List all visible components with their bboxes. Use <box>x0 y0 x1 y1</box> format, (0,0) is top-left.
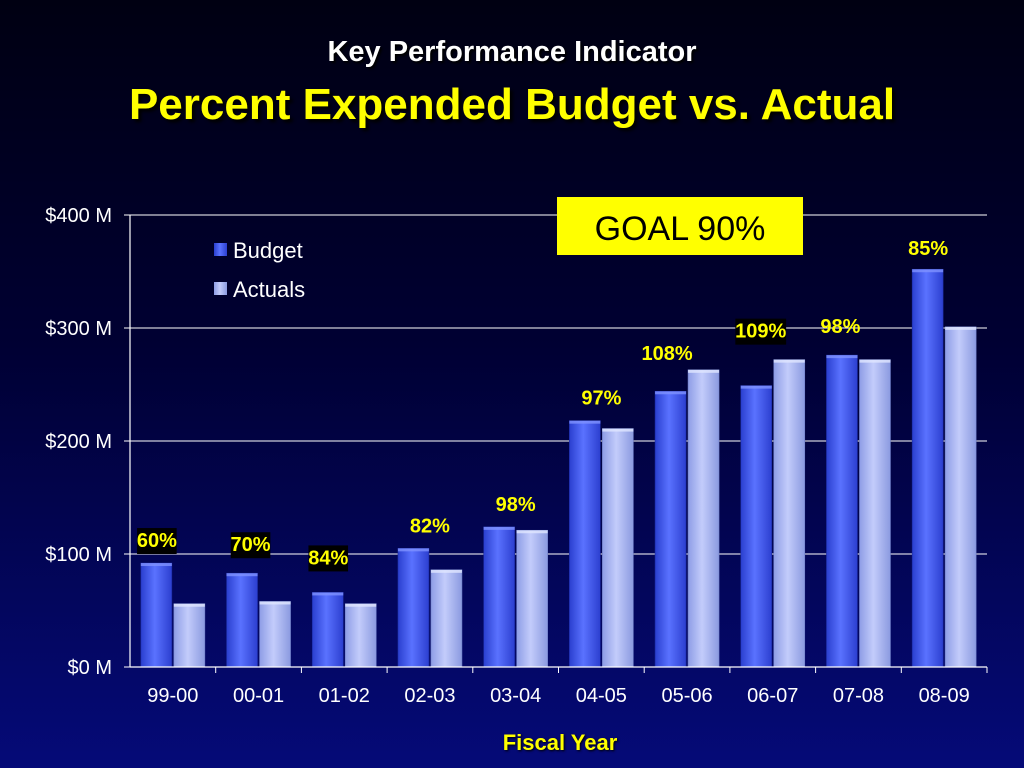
bar-actuals-highlight <box>259 601 291 605</box>
bar-actuals-04-05 <box>602 428 634 668</box>
x-axis-title: Fiscal Year <box>503 730 618 755</box>
bar-budget-highlight <box>226 573 258 577</box>
bar-budget-highlight <box>740 385 772 389</box>
bar-actuals-03-04 <box>516 529 548 668</box>
chart-title: Key Performance Indicator <box>327 36 697 68</box>
bar-budget-highlight <box>826 355 858 359</box>
bar-actuals-highlight <box>688 369 720 373</box>
y-tick-label: $200 M <box>45 431 112 453</box>
percent-label-06-07: 109% <box>735 321 786 343</box>
bar-budget-05-06 <box>654 390 687 668</box>
y-tick-label: $300 M <box>45 318 112 340</box>
x-tick-label: 01-02 <box>319 685 370 707</box>
x-tick-label: 07-08 <box>833 685 884 707</box>
percent-label-background <box>308 545 349 572</box>
percent-label-03-04: 98% <box>496 494 536 516</box>
bar-budget-00-01 <box>226 572 258 668</box>
bar-budget-highlight <box>140 563 172 567</box>
bar-actuals-highlight <box>602 428 634 432</box>
percent-label-background <box>137 528 177 555</box>
goal-box-text: GOAL 90% <box>595 210 766 248</box>
bar-budget-04-05 <box>569 420 601 668</box>
bar-budget-highlight <box>912 269 944 273</box>
percent-label-01-02: 84% <box>308 547 348 569</box>
bar-budget-02-03 <box>397 548 430 668</box>
legend-swatch-budget <box>214 243 227 256</box>
bar-budget-highlight <box>483 526 515 530</box>
x-tick-label: 04-05 <box>576 685 627 707</box>
percent-label-00-01: 70% <box>231 534 271 556</box>
x-tick-label: 03-04 <box>490 685 541 707</box>
x-tick-label: 99-00 <box>147 685 198 707</box>
legend-swatch-actuals <box>214 282 227 295</box>
bar-budget-06-07 <box>740 385 773 668</box>
bar-actuals-02-03 <box>430 569 463 668</box>
bar-actuals-00-01 <box>259 601 291 668</box>
bar-actuals-highlight <box>945 326 977 330</box>
x-tick-label: 00-01 <box>233 685 284 707</box>
bar-budget-01-02 <box>311 592 344 668</box>
percent-label-99-00: 60% <box>137 530 177 552</box>
bar-actuals-07-08 <box>859 359 891 668</box>
percent-label-background <box>230 532 271 559</box>
goal-box-background <box>557 197 803 255</box>
goal-box: GOAL 90% <box>557 197 803 255</box>
bar-budget-highlight <box>397 548 429 552</box>
percent-label-05-06: 108% <box>641 343 692 365</box>
bar-budget-highlight <box>569 420 601 424</box>
x-tick-label: 02-03 <box>404 685 455 707</box>
bar-actuals-08-09 <box>944 326 977 668</box>
bar-actuals-99-00 <box>173 603 206 668</box>
x-tick-label: 06-07 <box>747 685 798 707</box>
legend: Budget Actuals <box>214 238 305 302</box>
chart-subtitle: Percent Expended Budget vs. Actual <box>128 80 896 129</box>
bar-actuals-highlight <box>773 359 805 363</box>
y-tick-label: $100 M <box>45 544 112 566</box>
bar-budget-highlight <box>655 391 687 395</box>
bar-budget-03-04 <box>483 526 515 668</box>
percent-label-08-09: 85% <box>908 238 948 260</box>
percent-label-07-08: 98% <box>820 316 860 338</box>
percent-label-background <box>735 318 787 345</box>
legend-label-actuals: Actuals <box>233 277 305 302</box>
bar-actuals-highlight <box>516 530 548 534</box>
y-tick-label: $400 M <box>45 205 112 227</box>
bar-actuals-01-02 <box>344 603 377 668</box>
y-tick-label: $0 M <box>68 657 112 679</box>
bar-budget-99-00 <box>140 562 173 668</box>
bar-budget-highlight <box>312 592 344 596</box>
percent-label-04-05: 97% <box>581 388 621 410</box>
bar-budget-07-08 <box>826 354 858 668</box>
x-tick-label: 08-09 <box>919 685 970 707</box>
x-tick-label: 05-06 <box>661 685 712 707</box>
bar-actuals-highlight <box>345 603 377 607</box>
bar-actuals-highlight <box>430 569 462 573</box>
bar-actuals-06-07 <box>773 359 806 668</box>
bar-budget-08-09 <box>911 268 944 668</box>
legend-label-budget: Budget <box>233 238 303 263</box>
bar-actuals-05-06 <box>687 369 720 668</box>
bar-actuals-highlight <box>173 603 205 607</box>
percent-label-02-03: 82% <box>410 515 450 537</box>
bar-actuals-highlight <box>859 359 891 363</box>
